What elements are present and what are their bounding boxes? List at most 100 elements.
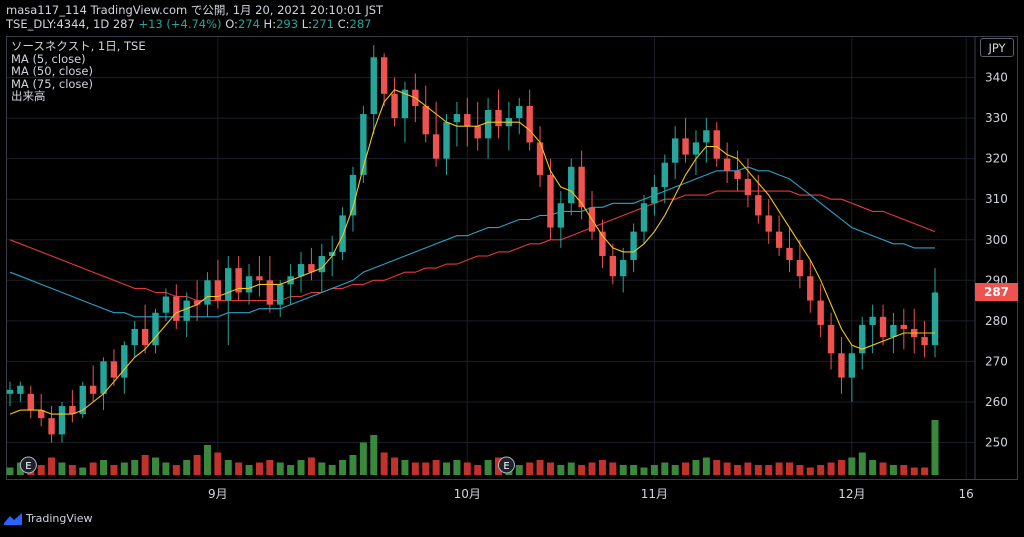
volume-bar [661, 462, 669, 475]
volume-bar [276, 462, 284, 475]
volume-bar [120, 462, 128, 475]
volume-bar [848, 457, 856, 475]
volume-bar [546, 462, 554, 475]
volume-bar [359, 442, 367, 475]
candle-body [568, 166, 575, 204]
volume-bar [744, 462, 752, 475]
volume-bar [879, 462, 887, 475]
candle-body [890, 324, 897, 338]
candle-body [48, 418, 55, 435]
candle-body [89, 385, 97, 394]
ma5-path [9, 89, 935, 415]
volume-bar [193, 455, 201, 475]
price-tick-label: 270 [985, 354, 1008, 368]
volume-bar [183, 460, 191, 475]
volume-bar [401, 460, 409, 475]
candle-body [620, 260, 627, 277]
time-tick-label: 16 [959, 487, 974, 501]
candle-body [432, 134, 440, 159]
candle-body [401, 89, 409, 119]
earnings-icon [497, 456, 515, 474]
ma50-line [9, 166, 935, 318]
volume-bar [131, 460, 139, 475]
close-label: C: [337, 17, 350, 31]
earnings-icon-letter: E [503, 461, 509, 472]
candle-body [796, 260, 804, 277]
candle-body [318, 255, 325, 273]
symbol-readout: TSE_DLY:4344, 1D 287 [6, 17, 135, 31]
volume-bar [619, 465, 627, 475]
volume-bar [650, 465, 658, 475]
currency-button[interactable]: JPY [980, 38, 1014, 57]
candle-body [474, 126, 481, 139]
footer-brand: TradingView [26, 512, 93, 525]
volume-bar [817, 465, 825, 475]
candle-body [869, 316, 876, 325]
legend-ma5: MA (5, close) [11, 51, 86, 66]
candle-body [651, 187, 658, 204]
candle-body [266, 280, 274, 305]
volume-bar [235, 462, 243, 475]
volume-bar [536, 460, 544, 475]
volume-bar [307, 457, 315, 475]
candle-body [536, 142, 544, 175]
candle-body [775, 231, 783, 248]
candle-body [131, 328, 138, 346]
volume-bar [734, 465, 742, 475]
volume-bar [152, 457, 160, 475]
chart-legend: ソースネクスト, 1日, TSE MA (5, close) MA (50, c… [11, 40, 146, 103]
candle-body [370, 57, 377, 115]
time-tick-label: 10月 [454, 487, 481, 501]
candle-body [422, 105, 429, 135]
price-tick-label: 300 [985, 233, 1008, 247]
candle-body [214, 280, 222, 301]
volume-bars [6, 420, 939, 475]
volume-bar [630, 465, 638, 475]
candle-body [79, 385, 86, 415]
candle-body [277, 284, 284, 305]
candle-body [859, 324, 866, 354]
volume-bar [869, 460, 877, 475]
volume-bar [255, 462, 263, 475]
volume-bar [754, 465, 762, 475]
legend-symbol: ソースネクスト, 1日, TSE [11, 39, 146, 53]
candle-body [526, 105, 533, 143]
volume-bar [16, 462, 24, 475]
ma5-line [9, 89, 935, 415]
volume-bar [349, 455, 357, 475]
candle-body [734, 170, 741, 179]
volume-bar [411, 462, 419, 475]
ohlc-readout: TSE_DLY:4344, 1D 287 +13 (+4.74%) O:274 … [6, 17, 371, 31]
price-tick-label: 280 [985, 314, 1008, 328]
time-axis: 9月10月11月12月162021 [208, 487, 974, 501]
candle-body [339, 215, 346, 252]
volume-bar [224, 460, 232, 475]
volume-bar [765, 465, 773, 475]
candle-body [193, 300, 201, 305]
volume-bar [557, 465, 565, 475]
candle-body [141, 328, 149, 346]
candle-body [827, 324, 835, 354]
candle-body [900, 324, 908, 329]
candle-body [516, 105, 523, 119]
tradingview-footer[interactable]: TradingView [4, 512, 92, 525]
publish-info: masa117_114 TradingView.com で公開, 1月 20, … [6, 3, 384, 17]
candle-body [578, 166, 585, 208]
candle-body [807, 276, 814, 301]
price-tick-label: 330 [985, 111, 1008, 125]
volume-bar [245, 465, 253, 475]
chart-frame[interactable] [6, 36, 1018, 480]
candle-body [765, 215, 772, 232]
low-value: 271 [311, 17, 334, 31]
candle-body [183, 300, 190, 321]
volume-bar [6, 467, 14, 475]
candle-body [703, 130, 710, 143]
volume-bar [567, 462, 575, 475]
volume-bar [318, 462, 326, 475]
candle-body [453, 114, 461, 123]
candle-body [921, 337, 928, 346]
candle-body [931, 292, 939, 346]
volume-bar [328, 465, 336, 475]
